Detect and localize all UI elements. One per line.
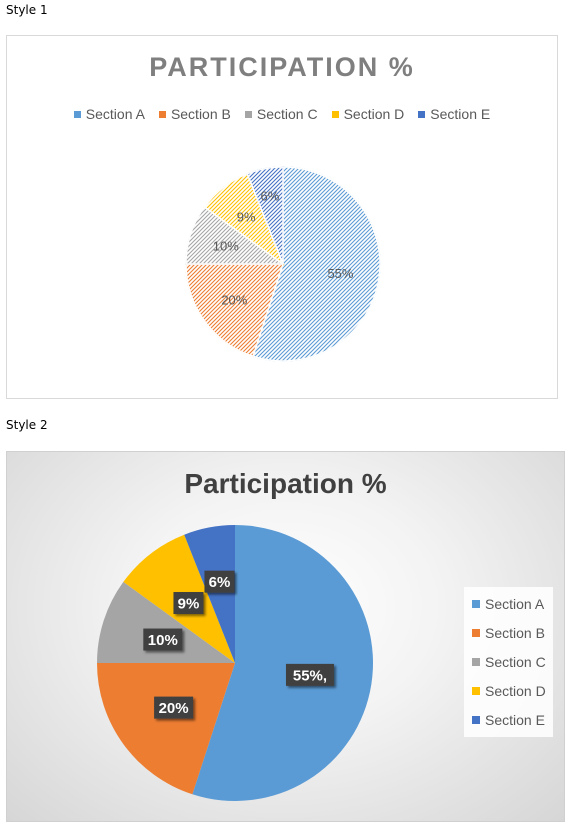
legend-item-section-b: Section B bbox=[472, 625, 553, 641]
data-label-section-a: 55%, bbox=[285, 663, 334, 686]
data-label-box bbox=[143, 628, 183, 651]
chart-legend: Section A Section B Section C Section D … bbox=[7, 106, 557, 122]
pie-slice-border-section-a bbox=[252, 166, 381, 362]
legend-swatch-section-c bbox=[472, 657, 480, 666]
data-label-text: 20% bbox=[159, 700, 189, 717]
pie-slice-border-section-e bbox=[246, 166, 284, 265]
chart-style-1: PARTICIPATION % Section A Section B Sect… bbox=[6, 35, 558, 399]
data-label-section-b: 20% bbox=[221, 292, 247, 307]
legend-swatch-section-c bbox=[244, 110, 252, 118]
data-label-text: 9% bbox=[178, 596, 200, 613]
legend-swatch-section-d bbox=[472, 687, 480, 696]
legend-swatch-section-e bbox=[472, 716, 480, 725]
data-label-text: 6% bbox=[209, 574, 231, 591]
pie-slice-section-e bbox=[184, 525, 235, 663]
data-label-section-e: 6% bbox=[261, 188, 280, 203]
legend-item-section-e: Section E bbox=[472, 712, 553, 728]
data-label-section-c: 10% bbox=[213, 238, 239, 253]
legend-item-section-a: Section A bbox=[73, 106, 145, 122]
legend-swatch-section-d bbox=[331, 110, 339, 118]
legend-label: Section E bbox=[430, 106, 491, 122]
chart-title: Participation % bbox=[184, 468, 387, 499]
data-label-section-a: 55% bbox=[327, 266, 353, 281]
legend-label: Section B bbox=[485, 624, 545, 641]
data-label-section-b: 20% bbox=[154, 696, 194, 719]
legend-swatch-section-a bbox=[472, 599, 480, 608]
pie-slice-section-c bbox=[97, 581, 235, 663]
legend-item-section-d: Section D bbox=[331, 106, 405, 122]
data-label-box bbox=[154, 696, 194, 719]
legend-label: Section A bbox=[85, 106, 145, 122]
pie-slice-section-a bbox=[192, 525, 374, 801]
legend-label: Section E bbox=[485, 712, 545, 729]
legend-label: Section A bbox=[485, 595, 545, 612]
legend-label: Section C bbox=[485, 653, 546, 670]
pie-slice-section-b bbox=[97, 663, 235, 795]
data-label-section-e: 6% bbox=[204, 570, 235, 593]
data-label-section-d: 9% bbox=[173, 592, 204, 615]
chart-title: PARTICIPATION % bbox=[149, 52, 415, 82]
data-label-text: 10% bbox=[148, 632, 178, 649]
chart-legend: Section A Section B Section C Section D … bbox=[464, 587, 553, 737]
pie-chart-1: 55% 20% 10% 9% 6% bbox=[185, 166, 381, 362]
data-label-section-d: 9% bbox=[237, 209, 256, 224]
legend-swatch-section-a bbox=[73, 110, 81, 118]
data-label-box bbox=[173, 592, 204, 615]
pie-chart-2: 55%, 20% 10% 9% 6% bbox=[97, 525, 374, 801]
pie-slice-border-section-b bbox=[185, 263, 284, 358]
legend-label: Section D bbox=[343, 106, 405, 122]
legend-item-section-a: Section A bbox=[472, 596, 553, 612]
style-2-label: Style 2 bbox=[6, 418, 48, 432]
data-label-section-c: 10% bbox=[143, 628, 183, 651]
legend-label: Section C bbox=[256, 106, 318, 122]
legend-swatch-section-b bbox=[472, 628, 480, 637]
legend-item-section-d: Section D bbox=[472, 683, 553, 699]
legend-label: Section D bbox=[485, 683, 546, 700]
legend-item-section-e: Section E bbox=[418, 106, 490, 122]
style-1-label: Style 1 bbox=[6, 3, 48, 17]
chart-style-2: Participation % 55%, 20% 10% 9% 6% Section A… bbox=[6, 451, 565, 822]
legend-swatch-section-b bbox=[158, 110, 166, 118]
legend-item-section-c: Section C bbox=[244, 106, 318, 122]
legend-item-section-b: Section B bbox=[158, 106, 231, 122]
data-label-box bbox=[285, 663, 334, 686]
legend-swatch-section-e bbox=[418, 110, 426, 118]
legend-item-section-c: Section C bbox=[472, 654, 553, 670]
legend-label: Section B bbox=[170, 106, 231, 122]
data-label-box bbox=[204, 570, 235, 593]
data-label-text: 55%, bbox=[293, 667, 327, 684]
